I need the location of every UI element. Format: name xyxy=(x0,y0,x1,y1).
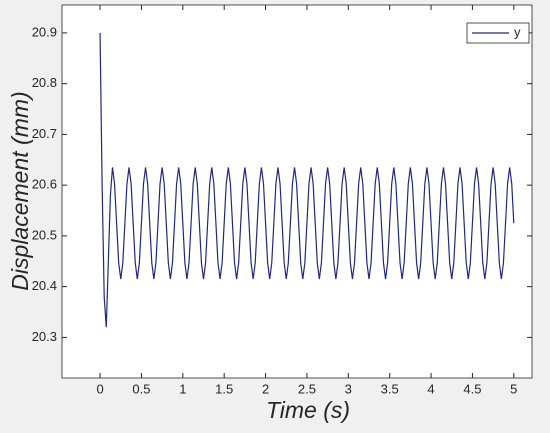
x-axis-label: Time (s) xyxy=(266,397,350,423)
y-tick-label: 20.7 xyxy=(32,126,57,141)
x-tick-label: 4.5 xyxy=(463,381,481,396)
y-axis-label: Displacement (mm) xyxy=(7,91,33,290)
data-line xyxy=(99,32,515,328)
x-tick-label: 4 xyxy=(427,381,434,396)
x-tick-label: 2.5 xyxy=(298,381,316,396)
y-tick-label: 20.4 xyxy=(32,278,57,293)
x-tick-label: 5 xyxy=(510,381,517,396)
x-tick-label: 1 xyxy=(179,381,186,396)
y-tick-label: 20.6 xyxy=(32,177,57,192)
legend-label: y xyxy=(514,24,521,39)
y-tick-label: 20.9 xyxy=(32,24,57,39)
y-tick-label: 20.5 xyxy=(32,227,57,242)
y-tick-label: 20.8 xyxy=(32,75,57,90)
x-tick-label: 0 xyxy=(96,381,103,396)
x-tick-label: 3.5 xyxy=(381,381,399,396)
x-tick-label: 0.5 xyxy=(132,381,150,396)
x-tick-label: 1.5 xyxy=(215,381,233,396)
y-tick-label: 20.3 xyxy=(32,329,57,344)
x-tick-label: 2 xyxy=(262,381,269,396)
x-tick-label: 3 xyxy=(345,381,352,396)
